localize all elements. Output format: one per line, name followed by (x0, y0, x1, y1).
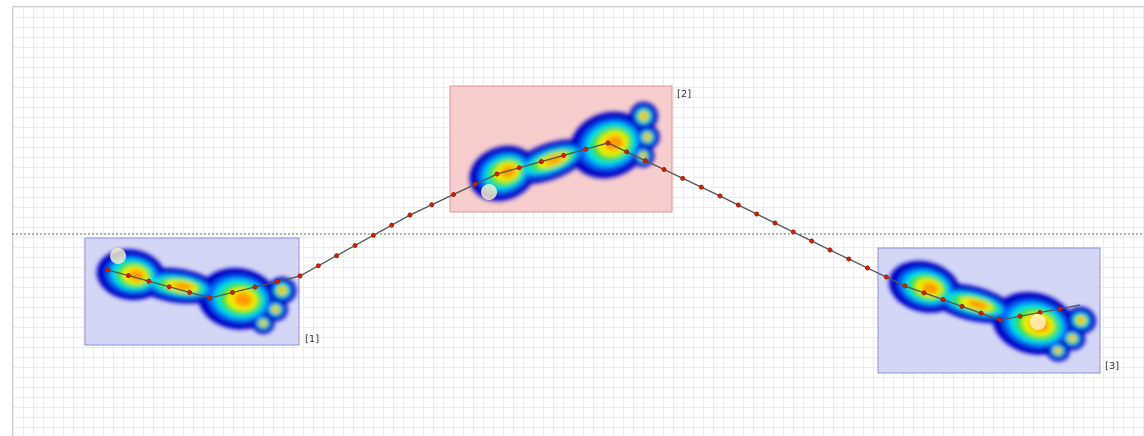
gait-point (1058, 307, 1062, 311)
gait-point (941, 297, 945, 301)
footprint-canvas: [1] [2] [3] (0, 0, 1144, 435)
gait-point (773, 221, 777, 225)
gait-point (1018, 314, 1022, 318)
gait-point (624, 150, 628, 154)
gait-point (106, 268, 110, 272)
gait-point (539, 159, 543, 163)
gait-point (680, 176, 684, 180)
gait-point (998, 318, 1002, 322)
gait-point (167, 285, 171, 289)
gait-point (275, 279, 279, 283)
gait-point (430, 203, 434, 207)
gait-point (147, 279, 151, 283)
gait-point (960, 304, 964, 308)
footprint-label: [1] (305, 334, 319, 345)
gait-point (187, 290, 191, 294)
gait-point (473, 182, 477, 186)
gait-point (126, 273, 130, 277)
gait-point (754, 212, 758, 216)
gait-point (371, 233, 375, 237)
gait-point (561, 153, 565, 157)
gait-point (847, 257, 851, 261)
gait-point (922, 291, 926, 295)
gait-point (230, 290, 234, 294)
footprint-label: [2] (677, 89, 691, 100)
gait-point (606, 141, 610, 145)
gait-point (408, 213, 412, 217)
gait-point (979, 311, 983, 315)
contact-marker (1030, 314, 1046, 330)
gait-point (353, 243, 357, 247)
gait-point (809, 239, 813, 243)
gait-point (903, 284, 907, 288)
gait-point (718, 194, 722, 198)
gait-point (643, 158, 647, 162)
contact-marker (110, 248, 126, 264)
gait-point (736, 203, 740, 207)
gait-point (316, 264, 320, 268)
gait-point (517, 166, 521, 170)
gait-point (208, 296, 212, 300)
contact-marker (481, 184, 497, 200)
gait-point (298, 274, 302, 278)
gait-point (662, 167, 666, 171)
gait-point (253, 285, 257, 289)
gait-point (389, 223, 393, 227)
gait-point (865, 266, 869, 270)
gait-point (699, 185, 703, 189)
gait-point (451, 192, 455, 196)
gait-point (495, 172, 499, 176)
gait-point (584, 147, 588, 151)
gait-point (334, 253, 338, 257)
page: [1] [2] [3] (() => { const data = JSON.p… (0, 0, 1144, 435)
gait-point (828, 248, 832, 252)
gait-point (791, 230, 795, 234)
footprint-label: [3] (1105, 361, 1119, 372)
gait-point (884, 275, 888, 279)
